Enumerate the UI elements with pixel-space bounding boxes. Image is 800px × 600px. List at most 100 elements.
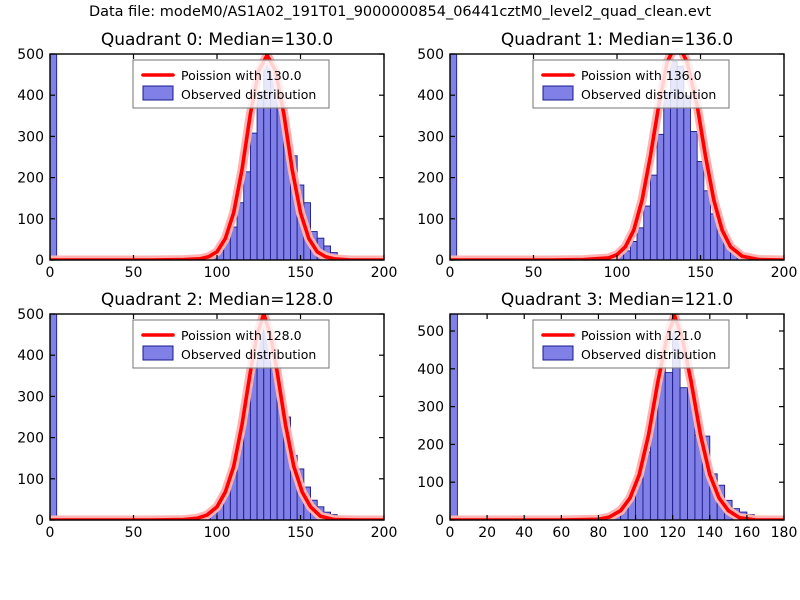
x-tick-label: 0 [46,525,55,541]
legend[interactable]: Poission with 121.0 Observed distribution [532,319,730,369]
subplot-quadrant-2: Quadrant 2: Median=128.0 0 50 100 150 200 0 100… [0,288,400,550]
histogram-bar [696,161,705,260]
x-tick-label: 0 [46,265,55,281]
y-tick-label: 500 [17,307,44,323]
legend[interactable]: Poission with 128.0 Observed distribution [132,319,330,369]
histogram-bar [649,174,658,260]
y-tick-label: 100 [17,212,44,228]
y-tick-label: 200 [417,171,444,187]
legend-patch-swatch [542,345,574,361]
subplot-quadrant-1: Quadrant 1: Median=136.0 0 50 100 150 200 0 100… [400,28,800,290]
y-tick-label: 100 [417,475,444,491]
histogram-bar [50,54,58,260]
y-tick-label: 400 [17,88,44,104]
x-tick-label: 100 [622,525,649,541]
y-tick-label: 500 [417,324,444,340]
x-tick-label: 0 [446,265,455,281]
x-tick-label: 200 [371,265,398,281]
x-tick-label: 200 [771,265,798,281]
axes-frame [49,53,385,261]
histogram-bar [679,387,688,520]
legend-label-poisson: Poission with 121.0 [581,328,702,343]
subplot-quadrant-3: Quadrant 3: Median=121.0 0 20 40 60 80 100 120 1… [400,288,800,550]
legend-label-observed: Observed distribution [181,347,316,362]
legend-label-observed: Observed distribution [181,87,316,102]
histogram-bar [643,205,651,260]
x-tick-label: 150 [287,525,314,541]
histogram-bar [683,95,691,260]
y-tick-label: 300 [17,129,44,145]
x-tick-label: 150 [287,265,314,281]
x-axis: 0 20 40 60 80 100 120 140 160 180 [446,314,798,541]
y-tick-label: 100 [17,472,44,488]
legend-patch-swatch [142,85,174,101]
y-tick-label: 300 [417,129,444,145]
x-tick-label: 0 [446,525,455,541]
x-tick-label: 40 [515,525,533,541]
histogram-bar [249,132,258,260]
legend[interactable]: Poission with 130.0 Observed distribution [132,59,330,109]
legend-label-observed: Observed distribution [581,87,716,102]
subplot-title: Quadrant 3: Median=121.0 [501,290,733,310]
histogram-bar [256,91,265,260]
legend[interactable]: Poission with 136.0 Observed distribution [532,59,730,109]
x-tick-label: 200 [371,525,398,541]
y-tick-label: 0 [35,253,44,269]
x-tick-label: 120 [659,525,686,541]
y-tick-label: 100 [417,212,444,228]
legend-label-observed: Observed distribution [581,347,716,362]
y-tick-label: 300 [417,400,444,416]
x-tick-label: 80 [590,525,608,541]
x-tick-label: 50 [525,265,543,281]
y-tick-label: 200 [17,171,44,187]
y-tick-label: 300 [17,389,44,405]
y-tick-label: 0 [35,513,44,529]
x-tick-label: 100 [604,265,631,281]
x-tick-label: 100 [204,265,231,281]
x-tick-label: 50 [125,525,143,541]
legend-patch-swatch [542,85,574,101]
x-tick-label: 140 [696,525,723,541]
subplot-title: Quadrant 0: Median=130.0 [101,30,333,50]
y-tick-label: 500 [417,47,444,63]
legend-patch-swatch [142,345,174,361]
subplot-title: Quadrant 2: Median=128.0 [101,290,333,310]
histogram-bars [450,54,765,260]
figure-suptitle: Data file: modeM0/AS1A02_191T01_90000008… [88,4,712,20]
subplot-quadrant-0: Quadrant 0: Median=130.0 0 50 100 150 200 0 100… [0,28,400,290]
y-axis: 0 100 200 300 400 500 [417,324,784,529]
x-tick-label: 20 [478,525,496,541]
y-tick-label: 400 [17,348,44,364]
histogram-bar [450,314,458,520]
x-tick-label: 50 [125,265,143,281]
x-tick-label: 160 [734,525,761,541]
axes-frame [49,313,385,521]
histogram-bar [664,372,674,520]
x-axis: 0 50 100 150 200 [46,314,398,541]
histogram-bar [243,171,251,260]
legend-label-poisson: Poission with 130.0 [181,68,302,83]
y-tick-label: 0 [435,513,444,529]
axes-frame [449,313,785,521]
x-tick-label: 60 [552,525,570,541]
histogram-bar [690,131,698,260]
histogram-bar [50,314,58,520]
y-tick-label: 500 [17,47,44,63]
legend-label-poisson: Poission with 128.0 [181,328,302,343]
histogram-bar [663,92,671,260]
axes-frame [449,53,785,261]
x-tick-label: 100 [204,525,231,541]
x-tick-label: 180 [771,525,798,541]
y-tick-label: 200 [417,437,444,453]
histogram-bar [450,54,458,260]
histogram-bar [656,133,665,260]
legend-label-poisson: Poission with 136.0 [581,68,702,83]
y-tick-label: 400 [417,362,444,378]
y-tick-label: 0 [435,253,444,269]
y-tick-label: 200 [17,431,44,447]
histogram-bar [636,227,645,260]
x-tick-label: 150 [687,265,714,281]
y-tick-label: 400 [417,88,444,104]
subplot-title: Quadrant 1: Median=136.0 [501,30,733,50]
